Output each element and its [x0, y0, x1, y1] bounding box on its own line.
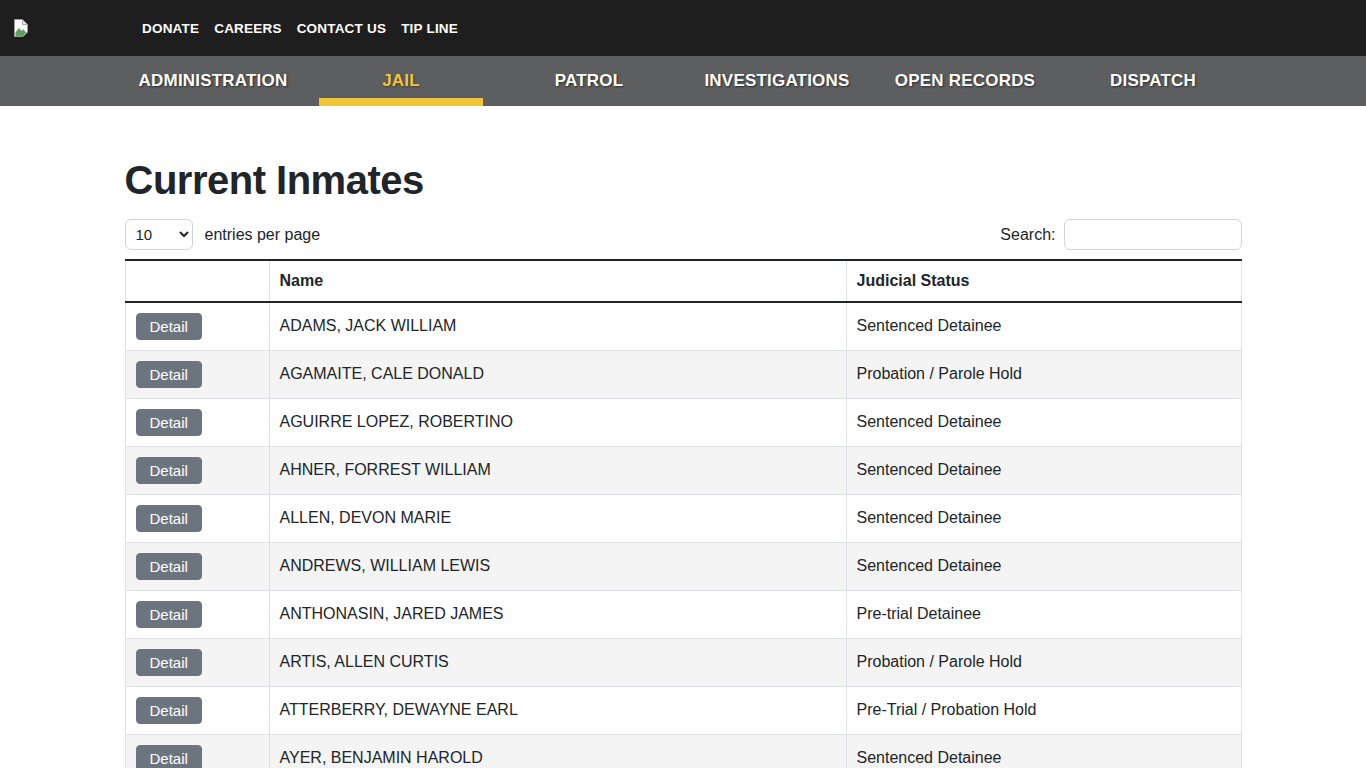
- inmate-name: ARTIS, ALLEN CURTIS: [269, 638, 846, 686]
- detail-button[interactable]: Detail: [136, 649, 202, 676]
- table-controls: 10 entries per page Search:: [125, 219, 1242, 250]
- main-navigation: ADMINISTRATION JAIL PATROL INVESTIGATION…: [0, 56, 1366, 106]
- inmate-name: AYER, BENJAMIN HAROLD: [269, 734, 846, 768]
- judicial-status: Sentenced Detainee: [846, 302, 1241, 350]
- utility-links: DONATE CAREERS CONTACT US TIP LINE: [142, 21, 458, 36]
- detail-cell: Detail: [125, 542, 269, 590]
- utility-link[interactable]: DONATE: [142, 21, 199, 36]
- detail-cell: Detail: [125, 350, 269, 398]
- table-row: Detail AGAMAITE, CALE DONALD Probation /…: [125, 350, 1241, 398]
- table-row: Detail ANDREWS, WILLIAM LEWIS Sentenced …: [125, 542, 1241, 590]
- judicial-status: Sentenced Detainee: [846, 398, 1241, 446]
- nav-tab-jail[interactable]: JAIL: [307, 56, 495, 106]
- inmate-name: ANTHONASIN, JARED JAMES: [269, 590, 846, 638]
- judicial-status: Sentenced Detainee: [846, 494, 1241, 542]
- detail-button[interactable]: Detail: [136, 457, 202, 484]
- detail-cell: Detail: [125, 734, 269, 768]
- entries-per-page-select[interactable]: 10: [125, 219, 193, 250]
- entries-per-page-label: entries per page: [205, 226, 321, 244]
- table-row: Detail ATTERBERRY, DEWAYNE EARL Pre-Tria…: [125, 686, 1241, 734]
- detail-button[interactable]: Detail: [136, 553, 202, 580]
- column-header-name: Name: [269, 260, 846, 302]
- judicial-status: Pre-Trial / Probation Hold: [846, 686, 1241, 734]
- detail-button[interactable]: Detail: [136, 361, 202, 388]
- search-input[interactable]: [1064, 219, 1242, 250]
- detail-button[interactable]: Detail: [136, 505, 202, 532]
- detail-cell: Detail: [125, 590, 269, 638]
- judicial-status: Probation / Parole Hold: [846, 350, 1241, 398]
- table-row: Detail AYER, BENJAMIN HAROLD Sentenced D…: [125, 734, 1241, 768]
- nav-tab-patrol[interactable]: PATROL: [495, 56, 683, 106]
- nav-tab-dispatch[interactable]: DISPATCH: [1059, 56, 1247, 106]
- detail-cell: Detail: [125, 302, 269, 350]
- detail-cell: Detail: [125, 686, 269, 734]
- nav-tab-administration[interactable]: ADMINISTRATION: [119, 56, 307, 106]
- broken-image-icon: [12, 18, 30, 38]
- utility-link[interactable]: TIP LINE: [401, 21, 458, 36]
- search-group: Search:: [1000, 219, 1241, 250]
- entries-per-page-group: 10 entries per page: [125, 219, 321, 250]
- judicial-status: Sentenced Detainee: [846, 542, 1241, 590]
- utility-link[interactable]: CAREERS: [214, 21, 281, 36]
- top-utility-bar: DONATE CAREERS CONTACT US TIP LINE: [0, 0, 1366, 56]
- utility-link[interactable]: CONTACT US: [297, 21, 387, 36]
- inmates-table: Name Judicial Status Detail ADAMS, JACK …: [125, 259, 1242, 768]
- search-label: Search:: [1000, 226, 1055, 244]
- inmates-table-body: Detail ADAMS, JACK WILLIAM Sentenced Det…: [125, 302, 1241, 768]
- detail-button[interactable]: Detail: [136, 745, 202, 768]
- detail-button[interactable]: Detail: [136, 409, 202, 436]
- nav-tab-open-records[interactable]: OPEN RECORDS: [871, 56, 1059, 106]
- table-row: Detail ANTHONASIN, JARED JAMES Pre-trial…: [125, 590, 1241, 638]
- table-row: Detail ALLEN, DEVON MARIE Sentenced Deta…: [125, 494, 1241, 542]
- detail-cell: Detail: [125, 638, 269, 686]
- judicial-status: Probation / Parole Hold: [846, 638, 1241, 686]
- inmate-name: ANDREWS, WILLIAM LEWIS: [269, 542, 846, 590]
- inmate-name: ATTERBERRY, DEWAYNE EARL: [269, 686, 846, 734]
- column-header-judicial-status: Judicial Status: [846, 260, 1241, 302]
- content-area: Current Inmates 10 entries per page Sear…: [125, 158, 1242, 768]
- judicial-status: Sentenced Detainee: [846, 446, 1241, 494]
- detail-cell: Detail: [125, 398, 269, 446]
- table-row: Detail AGUIRRE LOPEZ, ROBERTINO Sentence…: [125, 398, 1241, 446]
- detail-cell: Detail: [125, 494, 269, 542]
- detail-button[interactable]: Detail: [136, 697, 202, 724]
- judicial-status: Sentenced Detainee: [846, 734, 1241, 768]
- table-row: Detail ADAMS, JACK WILLIAM Sentenced Det…: [125, 302, 1241, 350]
- inmate-name: AHNER, FORREST WILLIAM: [269, 446, 846, 494]
- judicial-status: Pre-trial Detainee: [846, 590, 1241, 638]
- header-row: Name Judicial Status: [125, 260, 1241, 302]
- column-header-detail: [125, 260, 269, 302]
- detail-cell: Detail: [125, 446, 269, 494]
- inmates-table-header: Name Judicial Status: [125, 260, 1241, 302]
- detail-button[interactable]: Detail: [136, 601, 202, 628]
- inmate-name: ADAMS, JACK WILLIAM: [269, 302, 846, 350]
- inmate-name: AGUIRRE LOPEZ, ROBERTINO: [269, 398, 846, 446]
- table-row: Detail ARTIS, ALLEN CURTIS Probation / P…: [125, 638, 1241, 686]
- inmate-name: AGAMAITE, CALE DONALD: [269, 350, 846, 398]
- main-navigation-tabs: ADMINISTRATION JAIL PATROL INVESTIGATION…: [119, 56, 1247, 106]
- inmate-name: ALLEN, DEVON MARIE: [269, 494, 846, 542]
- page-title: Current Inmates: [125, 158, 1242, 203]
- detail-button[interactable]: Detail: [136, 313, 202, 340]
- nav-tab-investigations[interactable]: INVESTIGATIONS: [683, 56, 871, 106]
- table-row: Detail AHNER, FORREST WILLIAM Sentenced …: [125, 446, 1241, 494]
